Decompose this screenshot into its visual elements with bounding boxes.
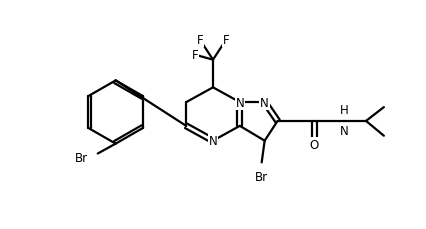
Text: N: N (260, 96, 268, 109)
Text: H: H (339, 104, 348, 117)
Text: Br: Br (254, 171, 268, 183)
Text: F: F (196, 34, 203, 47)
Text: F: F (191, 49, 198, 62)
Text: N: N (235, 96, 244, 109)
Text: N: N (339, 124, 348, 137)
Text: F: F (222, 34, 229, 47)
Text: O: O (309, 139, 318, 151)
Text: N: N (208, 135, 217, 147)
Text: Br: Br (75, 151, 88, 164)
